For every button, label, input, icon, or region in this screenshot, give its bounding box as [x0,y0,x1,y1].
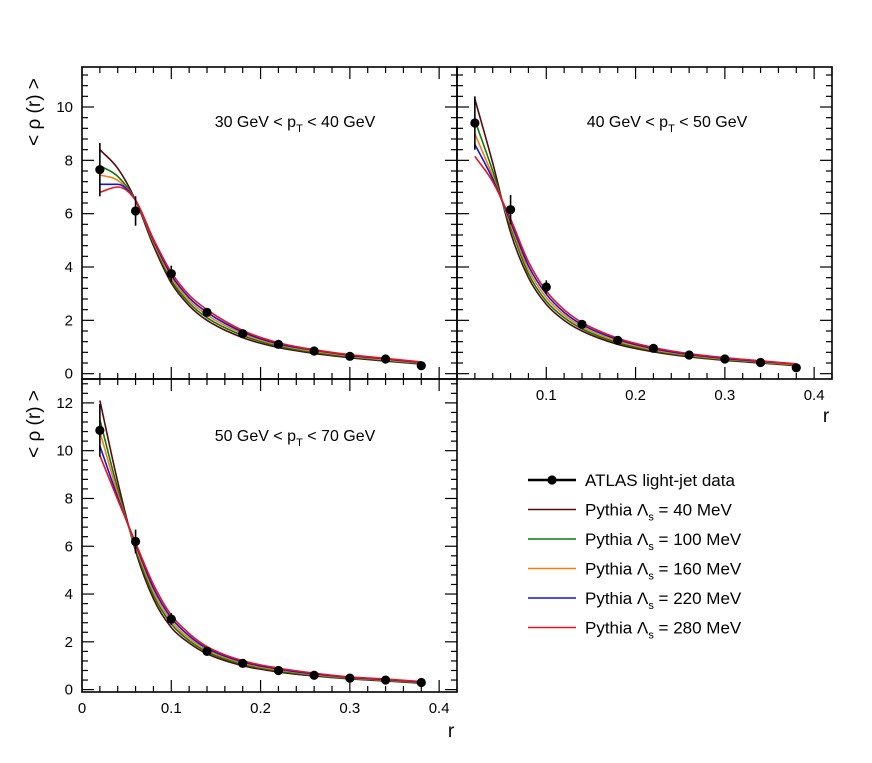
data-point [541,282,551,292]
pythia-curve-2 [99,174,422,364]
data-point [720,354,730,364]
legend-data-marker [547,475,557,485]
data-point [648,343,659,353]
plot-frame [456,66,833,380]
data-point [202,307,212,317]
legend-entry: Pythia Λs = 220 MeV [528,589,742,612]
pythia-curve-3 [99,183,422,364]
data-point [95,425,105,435]
x-tick-label: 0.2 [250,700,271,717]
data-point [380,354,391,364]
x-axis-label: r [448,721,455,742]
legend-label: Pythia Λs = 280 MeV [585,619,742,642]
y-tick-label: 4 [65,586,73,603]
y-tick-label: 8 [65,152,73,169]
data-point [273,665,284,676]
data-point [95,165,105,175]
x-tick-label: 0.4 [804,387,825,404]
data-point [416,361,426,371]
legend-label: ATLAS light-jet data [585,471,735,490]
pythia-curve-3 [474,143,797,365]
pythia-curve-2 [99,431,422,683]
data-point [416,677,426,688]
x-tick-label: 0.4 [429,700,450,717]
panel-title: 30 GeV < pT < 40 GeV [215,114,376,135]
data-point [273,339,284,349]
y-tick-label: 8 [65,490,73,507]
y-tick-label: 2 [65,634,73,651]
atlas-data [470,96,801,373]
legend-entry: Pythia Λs = 40 MeV [528,501,732,524]
plot-frame [81,378,458,693]
data-point [345,351,355,361]
data-point [345,673,355,683]
legend-label: Pythia Λs = 40 MeV [585,501,732,524]
y-axis-label: < ρ (r) > [24,390,45,458]
legend-label: Pythia Λs = 160 MeV [585,560,742,583]
data-point [130,536,141,547]
x-tick-label: 0.1 [161,700,182,717]
data-point [577,319,587,329]
pythia-curve-1 [99,419,422,684]
data-point [791,363,801,373]
legend-label: Pythia Λs = 100 MeV [585,530,742,553]
y-tick-label: 0 [65,366,73,383]
data-point [238,329,248,339]
data-point [309,346,319,356]
data-point [309,670,319,680]
y-tick-label: 6 [65,538,73,555]
x-tick-label: 0.1 [536,387,557,404]
curves [474,98,797,367]
data-point [202,646,212,656]
data-point [684,350,694,360]
y-tick-label: 12 [56,395,73,412]
pythia-curve-1 [474,120,797,366]
legend-label: Pythia Λs = 220 MeV [585,589,742,612]
curves [99,149,422,365]
atlas-data [95,143,426,371]
panel-pt-50-70: 0 0.1 0.2 0.3 0.4 0 2 4 6 8 10 12 < ρ (r) > r 50 GeV <… [24,378,458,742]
pythia-curve-1 [99,164,422,365]
data-point [166,614,176,624]
legend-entry: Pythia Λs = 100 MeV [528,530,742,553]
data-point [755,357,766,368]
pythia-curve-0 [474,98,797,367]
data-point [505,205,516,215]
pythia-curve-4 [99,186,422,363]
data-point [130,206,141,216]
y-tick-label: 6 [65,206,73,223]
panel-pt-30-40: 0 2 4 6 8 10 < ρ (r) > 30 GeV < pT < 40 GeV [24,66,458,383]
x-tick-label: 0.3 [714,387,735,404]
pythia-curve-4 [99,455,422,683]
legend-entry: ATLAS light-jet data [528,471,735,490]
y-tick-label: 10 [56,443,73,460]
legend: ATLAS light-jet data Pythia Λs = 40 MeV Py… [528,471,742,642]
panel-pt-40-50: 0.1 0.2 0.3 0.4 r 40 GeV < pT < 50 GeV [456,66,833,427]
legend-entry: Pythia Λs = 280 MeV [528,619,742,642]
data-point [166,269,176,279]
x-axis-label: r [823,406,830,427]
pythia-curve-0 [99,149,422,365]
y-tick-label: 10 [56,99,73,116]
data-point [238,658,248,668]
legend-entry: Pythia Λs = 160 MeV [528,560,742,583]
data-point [470,118,480,128]
x-tick-label: 0.3 [339,700,360,717]
y-tick-label: 2 [65,312,73,329]
pythia-curve-3 [99,445,422,683]
atlas-data [95,404,426,688]
data-point [613,335,623,345]
y-axis-label: < ρ (r) > [24,78,45,146]
y-tick-label: 4 [65,259,73,276]
panel-title: 40 GeV < pT < 50 GeV [587,114,748,135]
data-point [380,675,391,685]
panel-title: 50 GeV < pT < 70 GeV [215,428,376,449]
x-tick-label: 0.2 [625,387,646,404]
y-tick-label: 0 [65,682,73,699]
x-tick-label: 0 [78,700,86,717]
